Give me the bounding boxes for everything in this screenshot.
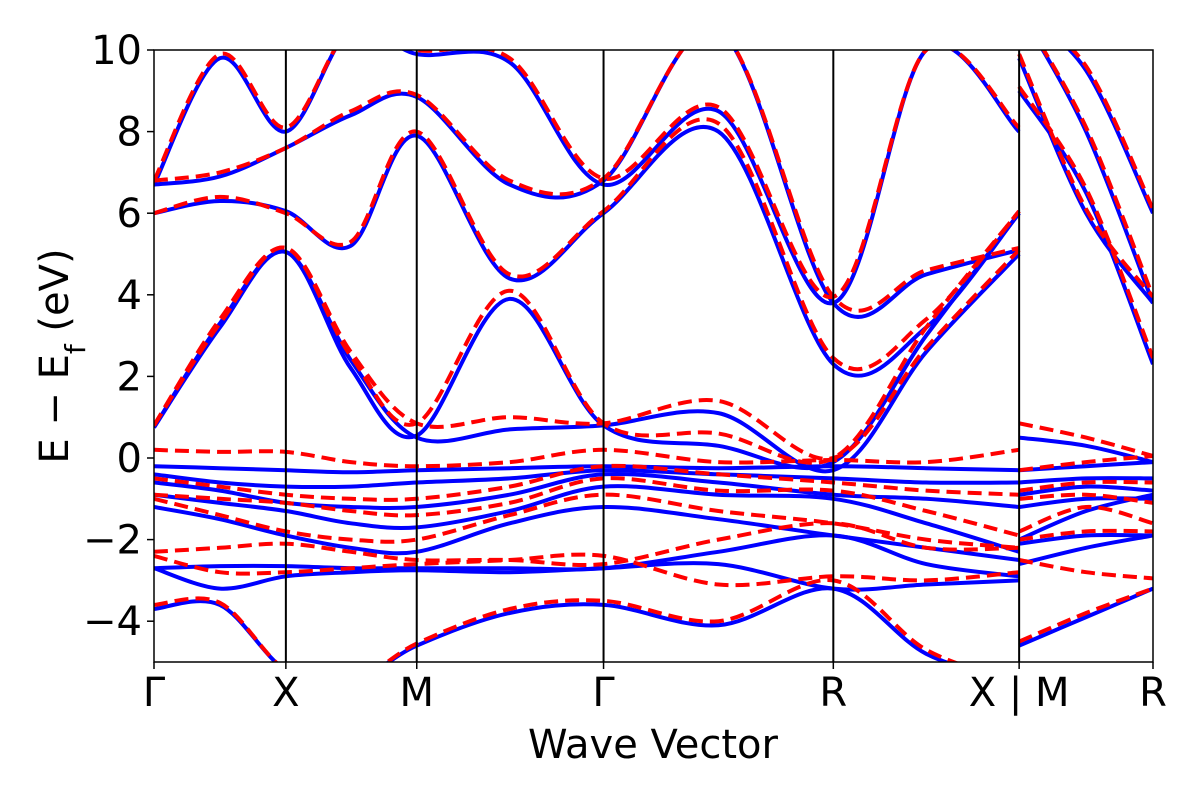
series-2 <box>154 50 1153 662</box>
y-axis-title-unit: (eV) <box>32 248 78 344</box>
x-tick-label-7: R <box>1139 670 1167 716</box>
series-2-band-6 <box>154 463 1153 502</box>
y-tick-label-1: −4 <box>83 599 142 645</box>
series-2-band-8 <box>154 245 1153 461</box>
kpoint-lines <box>284 50 1021 662</box>
y-tick-label-4: 2 <box>117 354 142 400</box>
y-axis-title-subscript: f <box>59 343 92 354</box>
series-2-band-4 <box>154 492 1153 550</box>
x-tick-label-6: X | M <box>969 670 1070 716</box>
series-1-band-11 <box>154 57 1153 378</box>
x-tick-label-3: M <box>399 670 434 716</box>
series-1-band-3 <box>154 532 1153 579</box>
series-1-band-8 <box>154 460 1153 475</box>
axes-frame <box>153 49 1154 663</box>
series-2-band-5 <box>154 476 1153 538</box>
x-tick-label-4: Γ <box>592 670 615 716</box>
y-axis-title-main: E − E <box>32 354 78 464</box>
series-2-band-10 <box>154 53 1153 372</box>
series-1-band-7 <box>154 468 1153 490</box>
y-tick-label-5: 4 <box>117 273 142 319</box>
bands-layer <box>154 50 1153 662</box>
x-tick-label-1: Γ <box>143 670 166 716</box>
series-2-band-12 <box>154 50 1153 299</box>
series-1-band-5 <box>154 484 1153 554</box>
x-tick-label-2: X <box>272 670 299 716</box>
y-tick-label-2: −2 <box>83 518 142 564</box>
y-tick-label-7: 8 <box>117 110 142 156</box>
series-2-band-9 <box>154 85 1153 465</box>
series-2-band-2 <box>154 552 1153 588</box>
y-tick-label-6: 6 <box>117 191 142 237</box>
x-axis: Γ X M Γ R X | M R <box>143 662 1167 716</box>
series-1-band-2 <box>154 533 1153 592</box>
y-tick-label-8: 10 <box>91 28 142 74</box>
axes-border <box>153 49 1154 663</box>
y-axis: −4 −2 0 2 4 6 8 10 <box>83 28 154 645</box>
series-2-band-1 <box>154 578 1153 662</box>
x-axis-title: Wave Vector <box>528 722 779 768</box>
x-tick-label-5: R <box>819 670 847 716</box>
series-2-band-7 <box>154 447 1153 473</box>
y-tick-label-3: 0 <box>117 436 142 482</box>
y-axis-title: E − Ef (eV) <box>32 248 92 463</box>
